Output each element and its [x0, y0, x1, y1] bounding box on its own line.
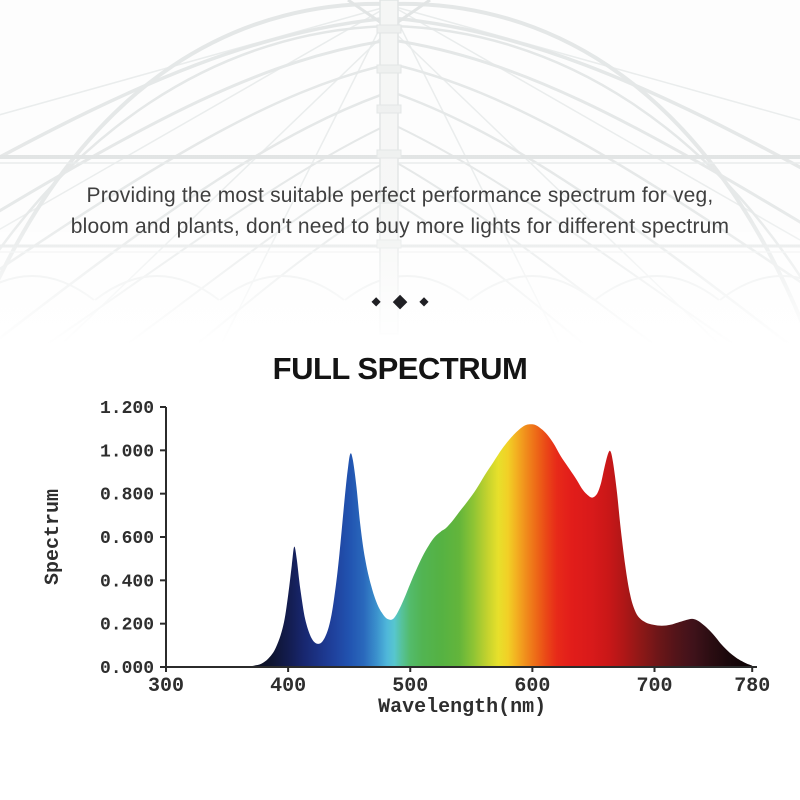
x-axis-label: Wavelength(nm) [378, 696, 546, 719]
diamond-icon: ◆ [371, 294, 381, 308]
y-tick-label: 0.200 [100, 616, 154, 636]
spectrum-chart: 0.000 0.200 0.400 0.600 0.800 1.000 1.200 300 40… [0, 390, 800, 720]
y-tick-label: 0.800 [100, 486, 154, 506]
spectrum-chart-canvas: 0.000 0.200 0.400 0.600 0.800 1.000 1.200 300 40… [42, 399, 770, 719]
x-tick-label: 700 [636, 675, 672, 698]
greenhouse-photo [0, 0, 800, 347]
tagline-line1: Providing the most suitable perfect perf… [86, 184, 714, 207]
x-tick-label: 300 [148, 675, 184, 698]
tagline-line2: bloom and plants, don't need to buy more… [70, 215, 730, 238]
x-tick-label: 600 [514, 675, 550, 698]
y-tick-label: 0.000 [100, 659, 154, 679]
y-tick-label: 1.200 [100, 399, 154, 419]
y-tick-label: 0.400 [100, 572, 154, 592]
y-tick-label: 1.000 [100, 442, 154, 462]
spectrum-area [246, 424, 753, 667]
chart-title: FULL SPECTRUM [272, 351, 528, 386]
x-tick-label: 400 [270, 675, 306, 698]
y-axis-label: Spectrum [42, 489, 65, 585]
y-tick-label: 0.600 [100, 529, 154, 549]
tagline: Providing the most suitable perfect perf… [0, 180, 800, 242]
diamond-icon: ◆ [392, 290, 408, 312]
x-tick-label: 780 [734, 675, 770, 698]
x-tick-label: 500 [392, 675, 428, 698]
diamond-icon: ◆ [419, 294, 429, 308]
diamond-divider: ◆ ◆ ◆ [0, 288, 800, 314]
greenhouse-structure [0, 0, 800, 347]
